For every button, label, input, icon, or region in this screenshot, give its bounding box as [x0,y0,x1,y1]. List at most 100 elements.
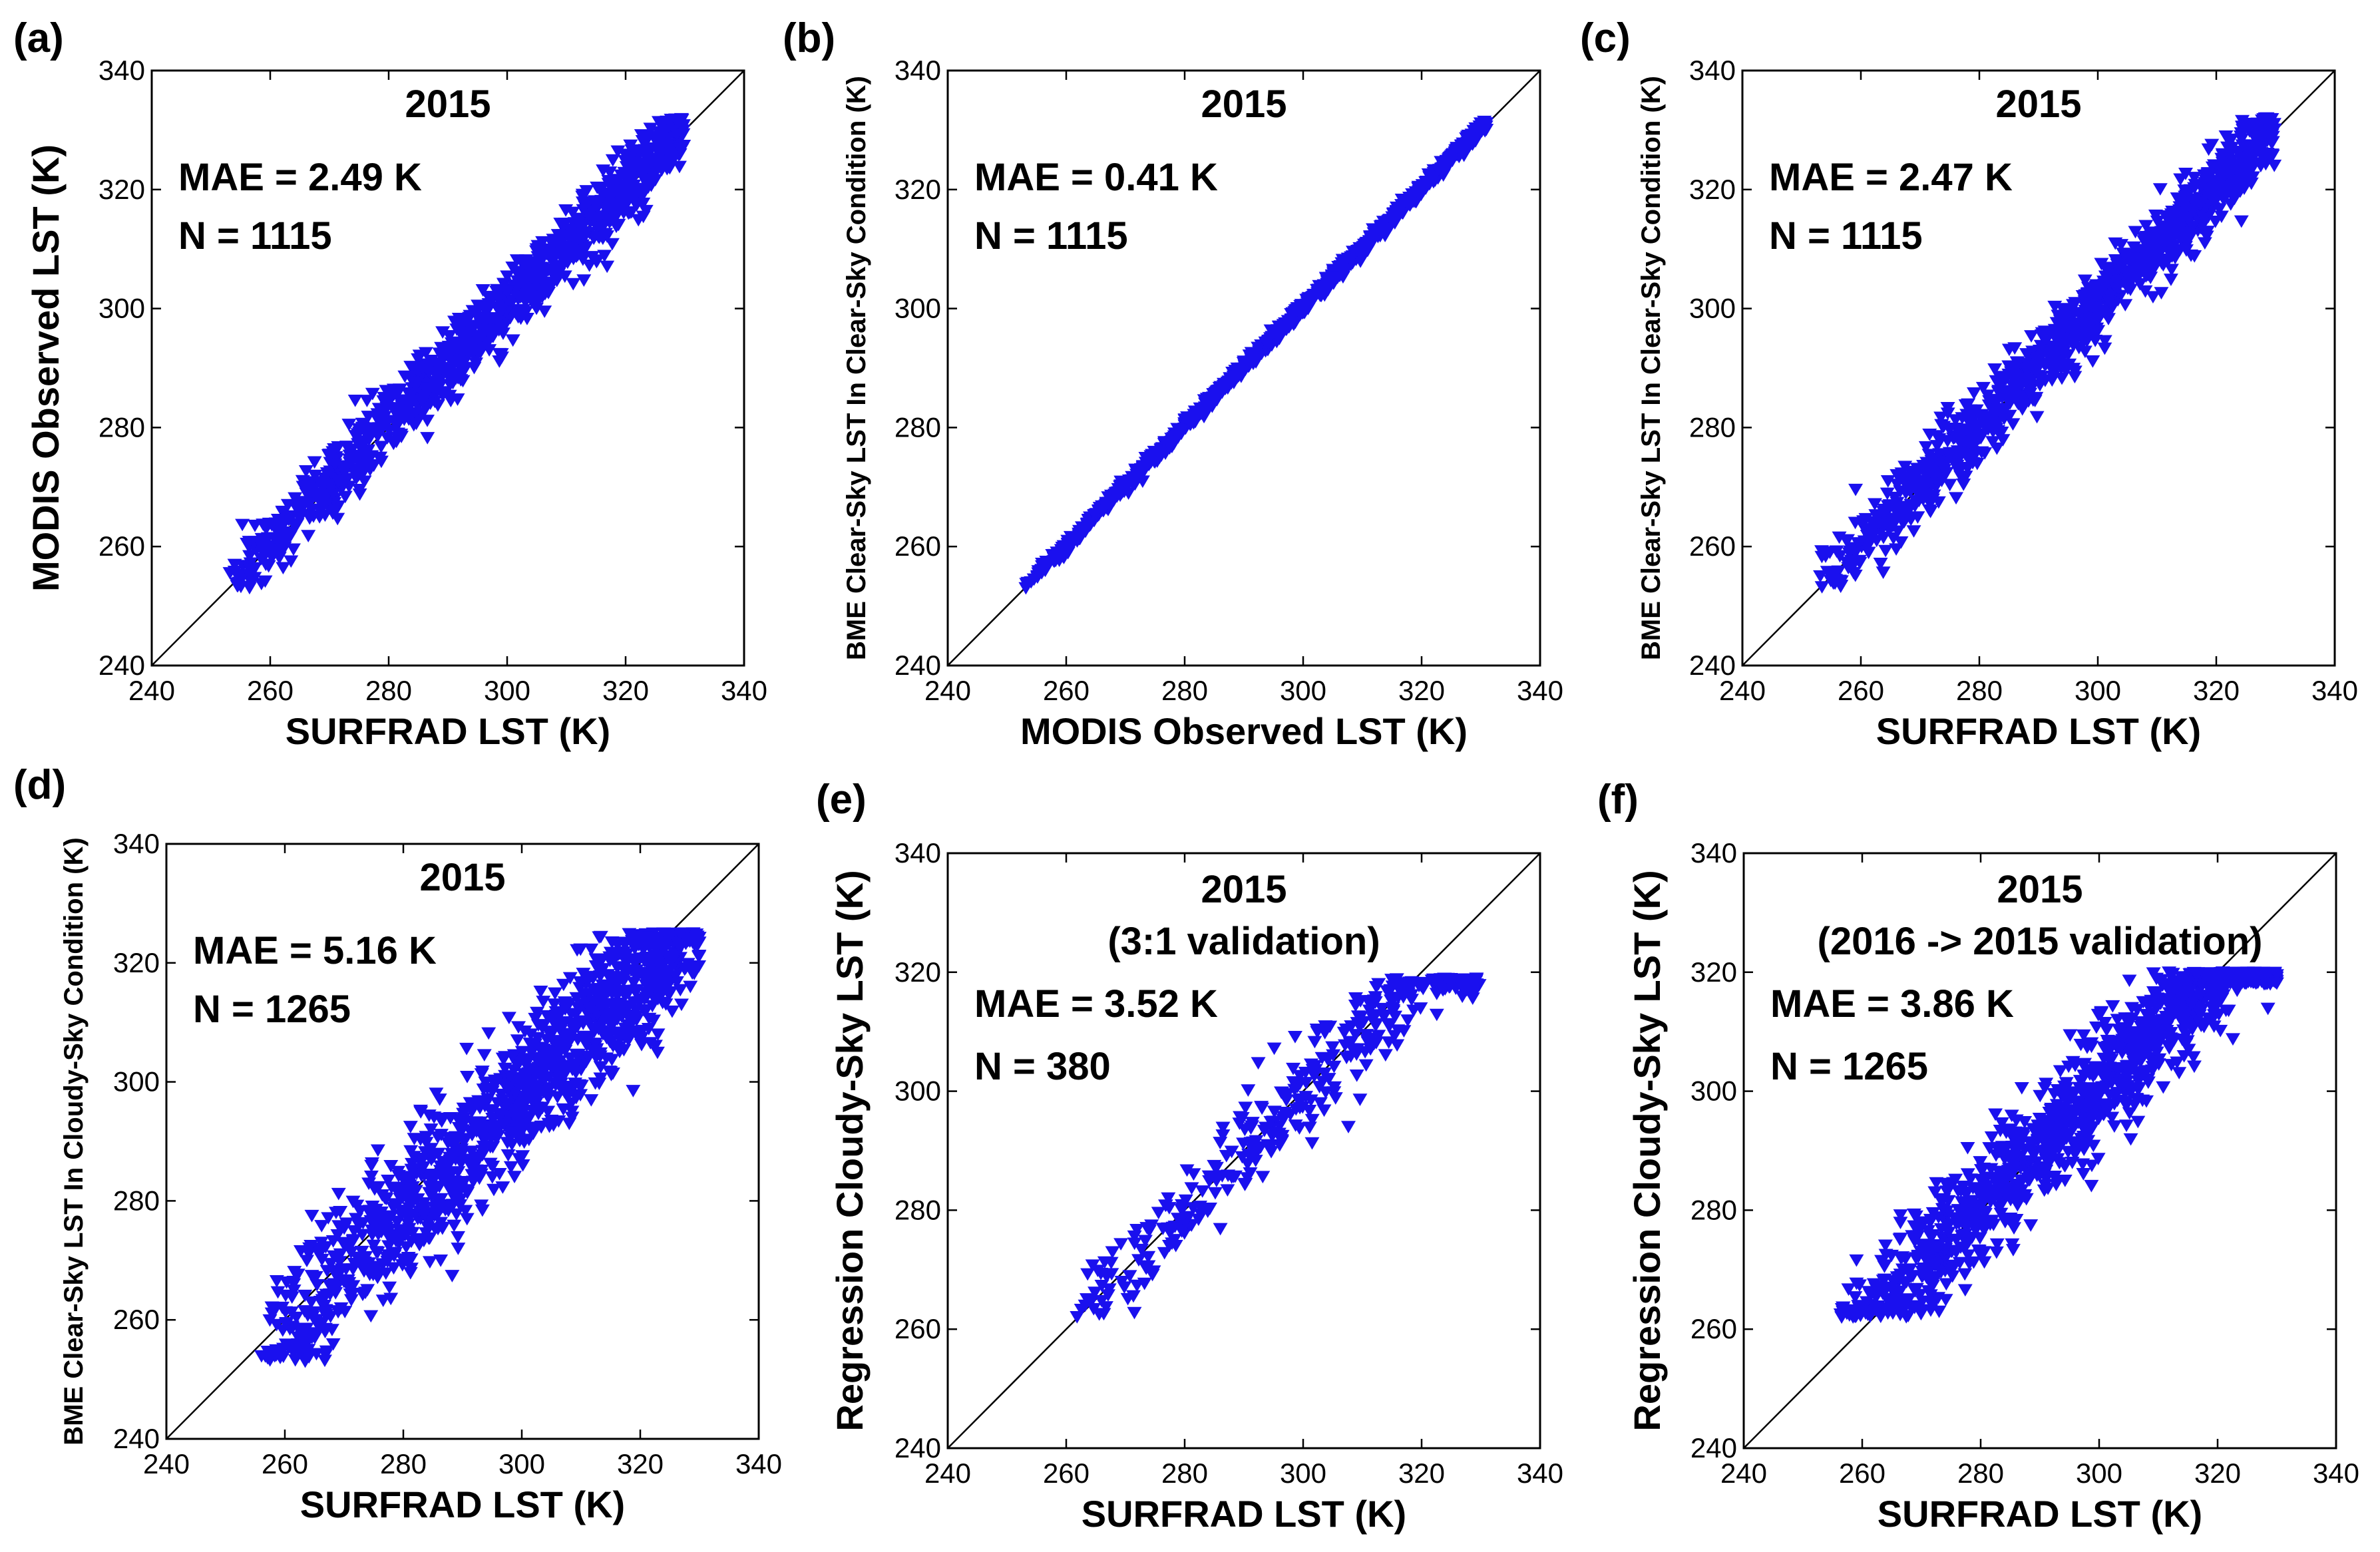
data-point [1292,304,1308,317]
x-tick-label: 260 [262,1448,308,1479]
y-tick-label: 280 [1689,411,1736,443]
data-point [1364,234,1379,247]
data-point [605,154,620,167]
y-tick-label: 340 [1689,55,1736,86]
data-point [331,1187,346,1201]
data-point [424,354,439,367]
data-point [373,451,388,465]
data-point [284,555,299,568]
data-point [495,327,510,340]
data-point [2197,237,2212,250]
data-point [589,256,604,269]
data-point [231,571,246,584]
data-point [1054,548,1069,560]
data-point [278,536,293,549]
data-point [558,226,573,238]
data-point [1466,132,1481,146]
annotation: MAE = 5.16 K [193,929,437,972]
x-tick-label: 280 [1956,675,2003,706]
data-point [1213,1223,1228,1236]
data-point [522,257,538,270]
data-point [1255,1171,1271,1184]
data-point [653,132,668,145]
data-point [311,487,326,500]
data-point [338,475,353,488]
data-point [341,419,357,431]
data-point [450,317,465,331]
x-tick-label: 300 [484,675,530,706]
y-tick-label: 340 [894,55,941,86]
data-point [359,453,375,466]
data-point [433,371,448,383]
data-point [325,507,341,520]
data-point [590,181,605,194]
data-point [261,560,276,573]
data-point [301,476,316,489]
data-point [242,569,257,582]
panel-label-e: (e) [816,777,867,823]
data-point [394,431,409,443]
data-point [301,530,316,542]
data-point [482,344,497,357]
data-point [643,122,658,136]
data-point [409,417,424,431]
data-point [491,293,506,306]
y-axis-label: BME Clear-Sky LST In Clear-Sky Condition… [1637,76,1666,660]
data-point [1259,338,1274,351]
panel-label-c: (c) [1580,15,1631,61]
data-point [1127,1306,1142,1320]
data-point [576,274,592,288]
data-point [1287,1031,1302,1044]
data-point [445,341,460,354]
data-point [1184,1182,1199,1195]
data-point [632,144,647,158]
x-tick-label: 260 [1043,675,1090,706]
data-point [278,526,293,539]
data-point [1430,164,1446,177]
data-point [382,1281,397,1294]
data-point [522,285,538,297]
data-point [377,397,393,410]
data-point [452,337,467,351]
data-point [638,148,653,161]
data-point [1299,299,1314,313]
data-point [276,506,291,520]
data-point [1231,369,1247,383]
data-point [631,185,646,198]
data-point [441,351,457,364]
data-point [1889,543,1904,556]
data-point [505,334,520,347]
data-point [2152,183,2168,196]
data-point [298,497,313,510]
x-tick-label: 340 [1517,675,1563,706]
data-point [359,395,375,407]
data-point [1352,1093,1368,1106]
data-point [299,1255,315,1268]
data-point [227,558,242,572]
scatter-points [1018,115,1494,595]
y-tick-label: 340 [113,828,160,859]
data-point [631,214,646,227]
data-point [536,996,551,1008]
data-point [264,518,280,532]
panel-e: (e)240 260 280 300 320 340240260280300320340S… [816,777,1563,1535]
data-point [661,149,676,162]
data-point [1956,479,1971,491]
data-point [272,552,287,564]
data-point [254,578,269,590]
data-point [1352,248,1367,261]
data-point [425,385,441,398]
data-point [365,387,380,401]
data-point [280,498,296,512]
x-tick-label: 260 [1838,675,1884,706]
data-point [317,1354,332,1368]
data-point [1158,447,1173,461]
data-point [1072,532,1088,546]
data-point [435,326,451,339]
data-point [1374,222,1389,235]
data-point [1876,566,1891,579]
data-point [304,504,319,517]
data-point [2029,411,2045,424]
plot-frame [946,69,1541,667]
data-point [2201,143,2216,156]
